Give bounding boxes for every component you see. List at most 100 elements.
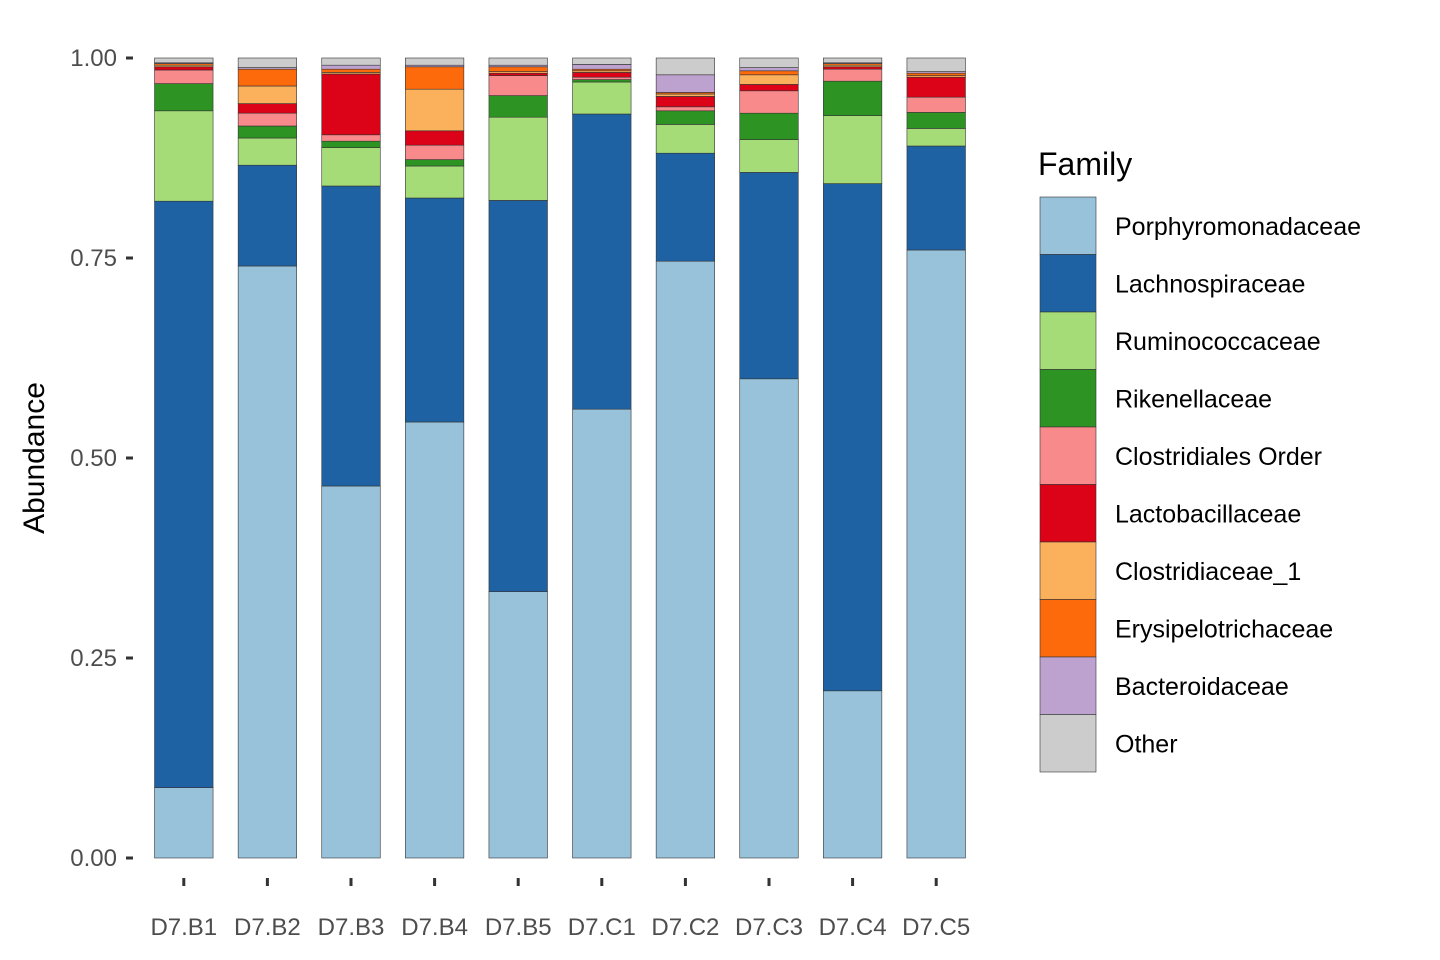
bar-segment-ruminococcaceae <box>237 137 297 166</box>
bar-segment-clostridiaceae-1 <box>655 93 715 97</box>
bar-stack-d7-c4 <box>823 57 883 859</box>
bar-segment-clostridiaceae-1 <box>739 74 799 85</box>
bar-segment-rikenellaceae <box>154 83 214 112</box>
legend-label-lachnospiraceae: Lachnospiraceae <box>1115 270 1305 298</box>
bar-segment-clostridiales-order <box>739 90 799 114</box>
plot-area <box>154 57 966 859</box>
bar-segment-lactobacillaceae <box>906 76 966 98</box>
bar-segment-porphyromonadaceae <box>237 265 297 859</box>
legend-label-bacteroidaceae: Bacteroidaceae <box>1115 673 1289 701</box>
bar-stack-d7-b3 <box>321 57 381 859</box>
x-tick-label: D7.C2 <box>651 914 719 941</box>
bar-stack-d7-b2 <box>237 57 297 859</box>
bar-segment-lachnospiraceae <box>739 172 799 380</box>
bar-segment-clostridiales-order <box>488 75 548 96</box>
bar-segment-lachnospiraceae <box>154 200 214 788</box>
bar-stack-d7-c2 <box>655 57 715 859</box>
bar-segment-bacteroidaceae <box>572 64 632 70</box>
bar-segment-clostridiales-order <box>572 76 632 80</box>
bar-stack-d7-c5 <box>906 57 966 859</box>
bar-segment-lactobacillaceae <box>655 96 715 108</box>
bar-stack-d7-b4 <box>405 57 465 859</box>
bar-segment-lactobacillaceae <box>823 66 883 70</box>
bar-segment-ruminococcaceae <box>823 115 883 184</box>
x-tick-label: D7.B2 <box>234 914 301 941</box>
bar-segment-other <box>906 57 966 72</box>
bar-segment-porphyromonadaceae <box>488 591 548 859</box>
bar-segment-other <box>488 57 548 66</box>
bar-segment-rikenellaceae <box>488 95 548 118</box>
bar-segment-lachnospiraceae <box>823 183 883 692</box>
bar-segment-clostridiaceae-1 <box>237 85 297 104</box>
bar-segment-porphyromonadaceae <box>655 260 715 859</box>
x-tick-label: D7.B1 <box>150 914 217 941</box>
bar-segment-rikenellaceae <box>823 80 883 116</box>
bar-segment-other <box>321 57 381 66</box>
bar-segment-erysipelotrichaceae <box>321 68 381 73</box>
legend-key-ruminococcaceae <box>1039 311 1097 370</box>
bar-segment-porphyromonadaceae <box>739 378 799 859</box>
bar-segment-lachnospiraceae <box>237 164 297 267</box>
bar-segment-clostridiales-order <box>655 106 715 112</box>
bar-segment-porphyromonadaceae <box>823 690 883 859</box>
bar-segment-clostridiales-order <box>237 112 297 127</box>
bar-segment-ruminococcaceae <box>488 116 548 201</box>
bar-segment-other <box>823 57 883 64</box>
bar-segment-bacteroidaceae <box>739 67 799 72</box>
bar-segment-lactobacillaceae <box>237 103 297 114</box>
bar-segment-other <box>154 57 214 64</box>
y-axis-title: Abundance <box>18 382 51 534</box>
bar-segment-lactobacillaceae <box>405 130 465 146</box>
bar-segment-lachnospiraceae <box>321 185 381 487</box>
bar-segment-other <box>739 57 799 68</box>
legend-label-other: Other <box>1115 730 1178 758</box>
bar-segment-rikenellaceae <box>655 110 715 125</box>
bar-segment-ruminococcaceae <box>906 128 966 147</box>
x-tick-label: D7.C3 <box>735 914 803 941</box>
legend-key-erysipelotrichaceae <box>1039 599 1097 658</box>
bar-segment-lachnospiraceae <box>906 145 966 251</box>
bar-segment-erysipelotrichaceae <box>237 68 297 87</box>
bar-stack-d7-b5 <box>488 57 548 859</box>
legend-label-clostridiaceae-1: Clostridiaceae_1 <box>1115 558 1301 586</box>
bar-segment-ruminococcaceae <box>405 165 465 199</box>
bar-segment-other <box>405 57 465 66</box>
x-tick-label: D7.C5 <box>902 914 970 941</box>
y-tick-label: 1.00 <box>70 45 117 72</box>
bar-segment-porphyromonadaceae <box>154 787 214 859</box>
legend-key-other <box>1039 714 1097 773</box>
legend-label-clostridiales-order: Clostridiales Order <box>1115 443 1322 471</box>
bar-segment-rikenellaceae <box>405 159 465 167</box>
bar-stack-d7-c3 <box>739 57 799 859</box>
legend-key-rikenellaceae <box>1039 369 1097 428</box>
bar-segment-lactobacillaceae <box>488 72 548 76</box>
x-tick-label: D7.B4 <box>401 914 468 941</box>
bar-segment-rikenellaceae <box>237 125 297 139</box>
bar-segment-other <box>655 57 715 76</box>
bar-segment-other <box>237 57 297 68</box>
bar-segment-clostridiales-order <box>154 69 214 84</box>
bar-segment-rikenellaceae <box>321 140 381 148</box>
x-tick-label: D7.C1 <box>568 914 636 941</box>
bar-segment-bacteroidaceae <box>655 74 715 93</box>
bar-segment-clostridiales-order <box>906 96 966 113</box>
y-axis: 0.00 0.25 0.50 0.75 1.00 <box>70 45 133 872</box>
y-tick-label: 0.75 <box>70 245 117 272</box>
bar-segment-lactobacillaceae <box>739 84 799 92</box>
x-tick-label: D7.B5 <box>485 914 552 941</box>
legend-key-bacteroidaceae <box>1039 656 1097 715</box>
bar-segment-lachnospiraceae <box>488 200 548 592</box>
bar-segment-lactobacillaceae <box>572 72 632 78</box>
bar-segment-clostridiales-order <box>321 134 381 142</box>
legend-key-clostridiaceae-1 <box>1039 541 1097 600</box>
bar-segment-clostridiales-order <box>405 144 465 160</box>
bar-segment-erysipelotrichaceae <box>906 72 966 76</box>
bar-segment-rikenellaceae <box>572 79 632 83</box>
bar-segment-erysipelotrichaceae <box>405 66 465 90</box>
x-tick-label: D7.B3 <box>318 914 385 941</box>
legend-key-porphyromonadaceae <box>1039 196 1097 255</box>
legend-label-rikenellaceae: Rikenellaceae <box>1115 385 1272 413</box>
legend-label-erysipelotrichaceae: Erysipelotrichaceae <box>1115 615 1333 643</box>
bar-segment-lachnospiraceae <box>655 152 715 262</box>
